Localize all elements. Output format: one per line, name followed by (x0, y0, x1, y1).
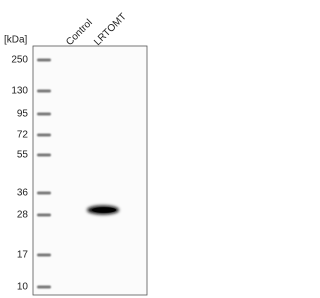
protein-band-core (92, 207, 116, 213)
marker-label: 130 (11, 86, 28, 97)
marker-label: 10 (17, 282, 29, 293)
marker-label: 28 (17, 210, 29, 221)
marker-label: 55 (17, 150, 29, 161)
ladder-band (37, 58, 51, 62)
blot-frame (32, 45, 148, 296)
ladder-band (37, 112, 51, 116)
ladder-band (37, 285, 51, 289)
marker-label: 72 (17, 130, 29, 141)
marker-label: 95 (17, 109, 29, 120)
ladder-band (37, 153, 51, 157)
marker-label: 250 (11, 55, 28, 66)
western-blot: [kDa] Control LRTOMT 250 130 95 72 55 36 28 17 1… (4, 11, 148, 296)
ladder-band (37, 253, 51, 257)
ladder-band (37, 89, 51, 93)
marker-label: 17 (17, 250, 29, 261)
lane-label: Control (64, 17, 95, 48)
lane-label: LRTOMT (92, 11, 129, 48)
ladder-band (37, 213, 51, 217)
marker-label: 36 (17, 188, 29, 199)
ladder-band (37, 191, 51, 195)
ladder-band (37, 133, 51, 137)
kda-label: [kDa] (4, 35, 28, 46)
